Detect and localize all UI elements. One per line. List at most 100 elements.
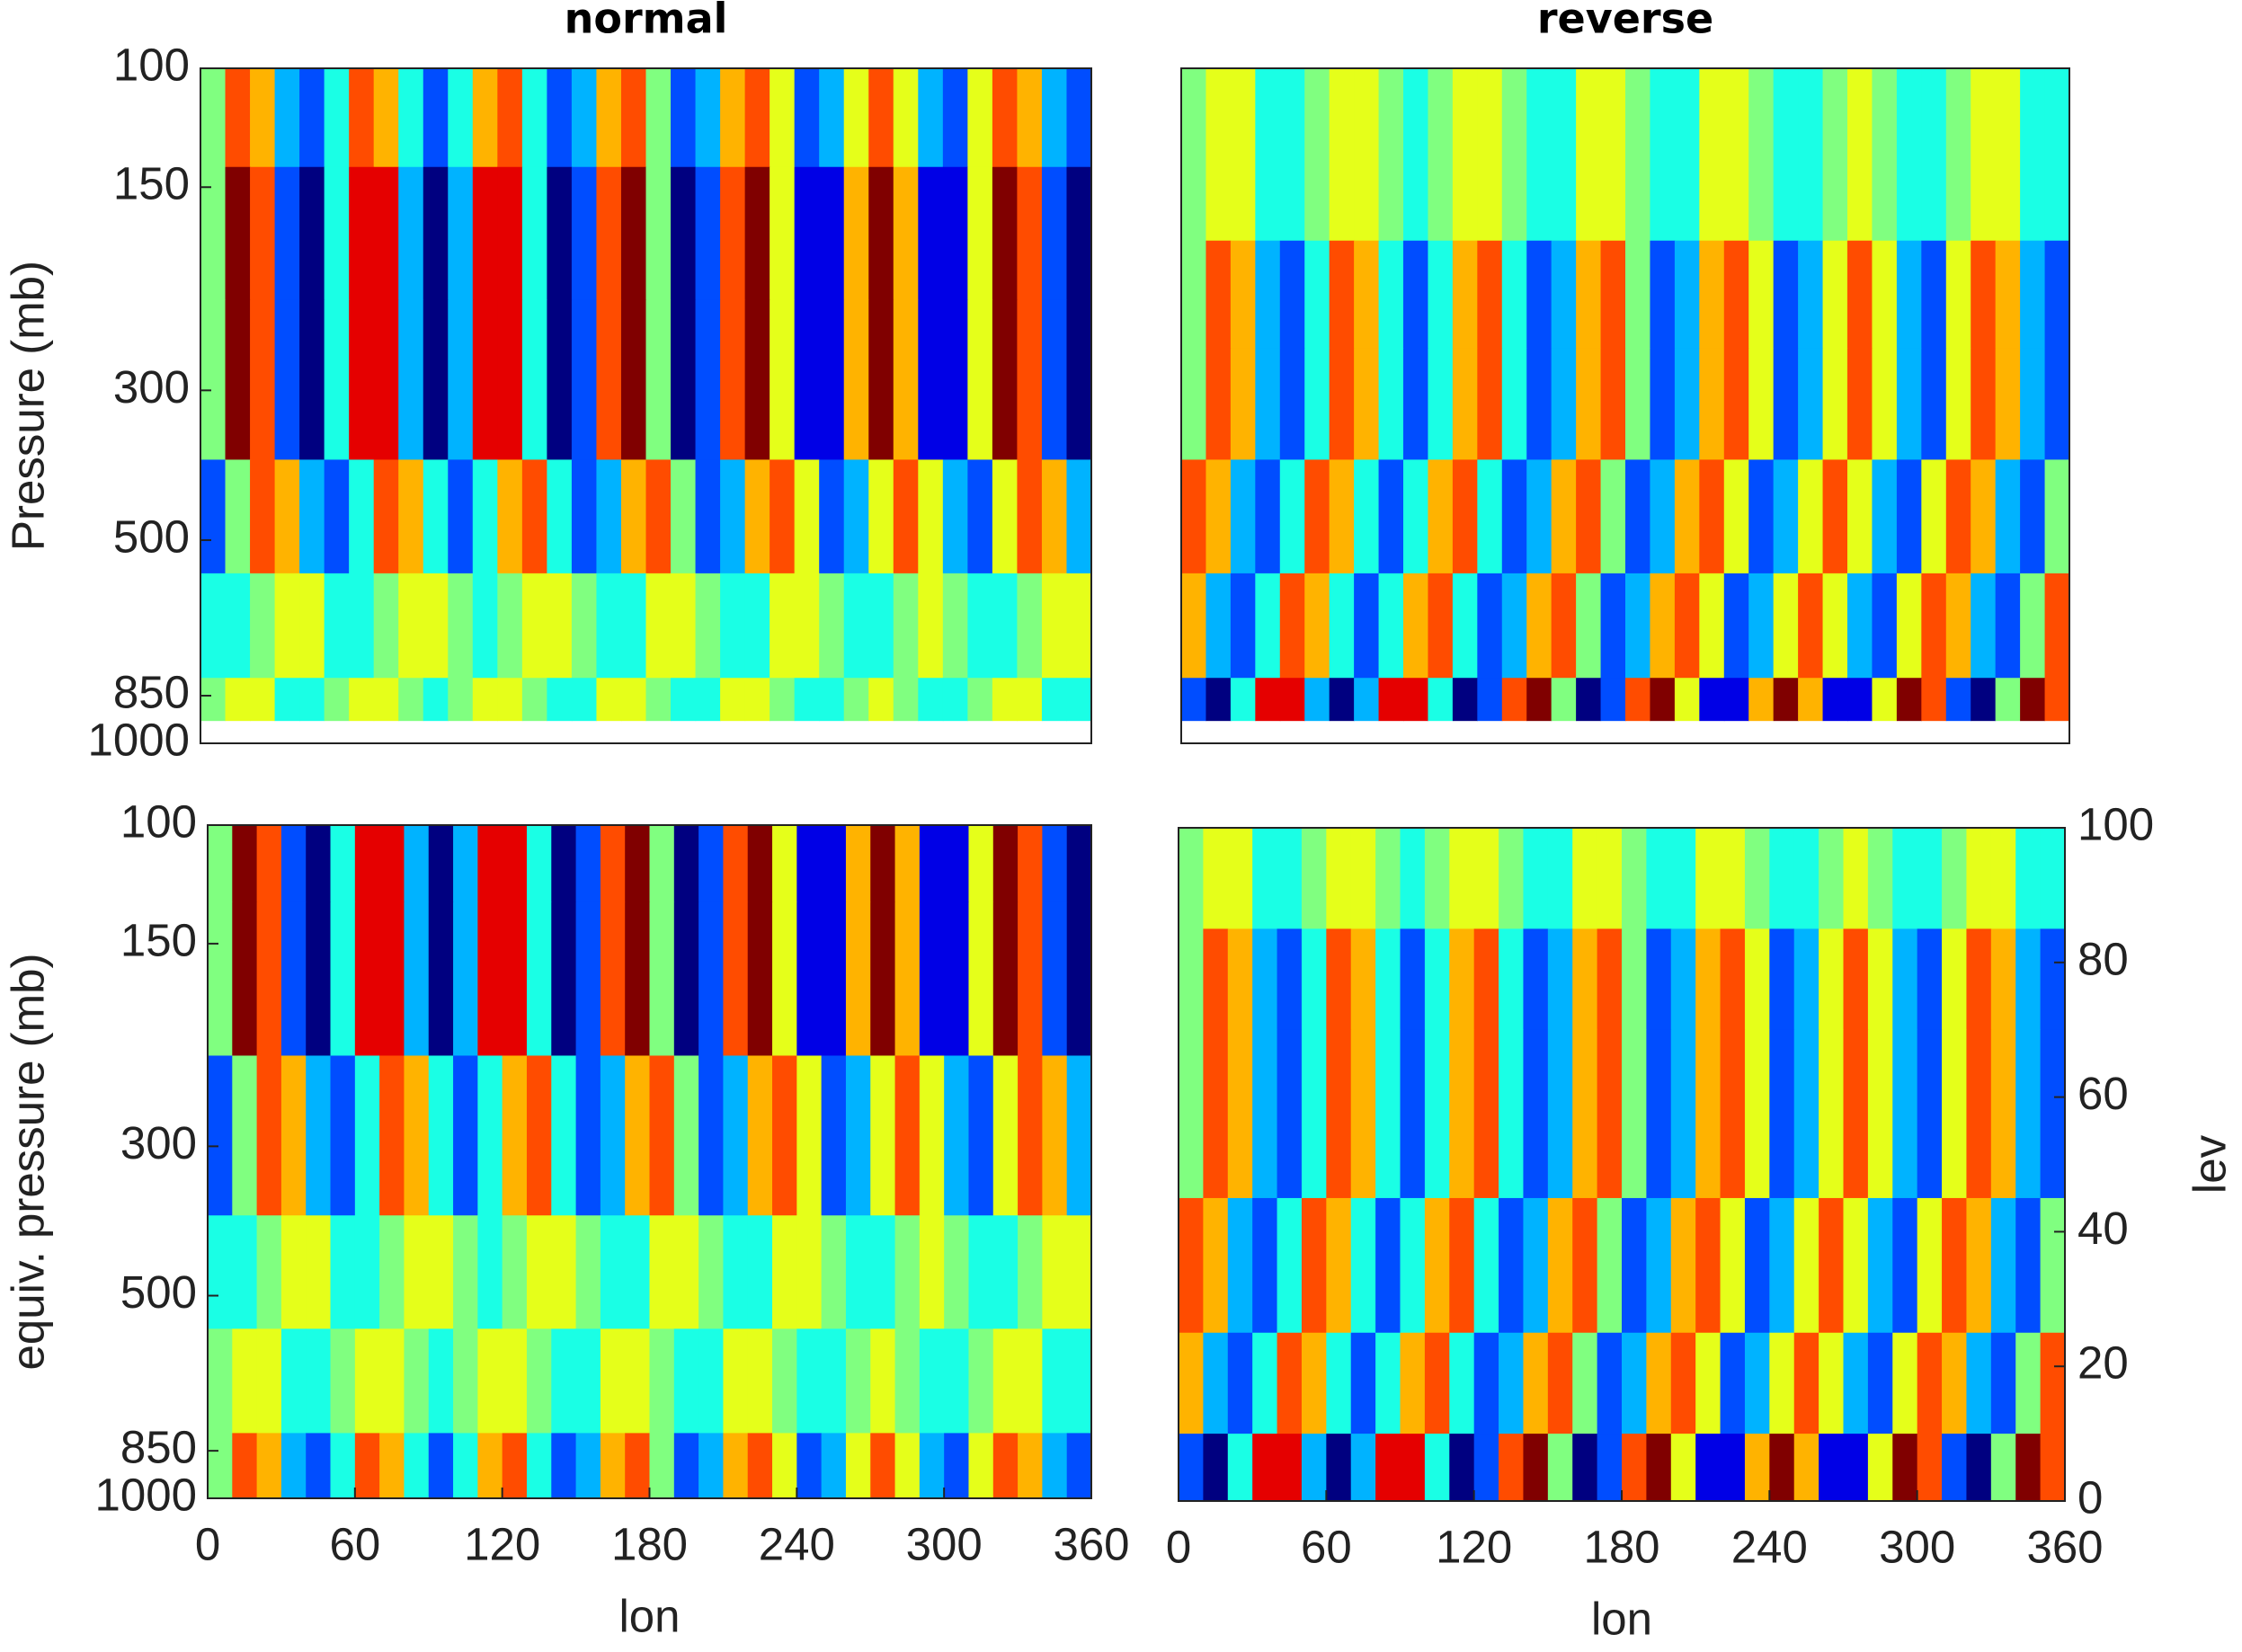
contour-cell [1018,1328,1043,1434]
contour-cell [744,166,770,300]
contour-cell [571,299,598,461]
contour-cell [1452,348,1478,461]
contour-cell [453,1433,478,1499]
contour-cell [942,573,968,679]
contour-cell [1966,928,1992,1031]
contour-cell [1378,348,1404,461]
contour-cell [250,678,276,722]
contour-cell [1354,348,1380,461]
contour-cell [1720,1029,1746,1199]
contour-cell [299,459,325,574]
contour-cell [919,1215,945,1329]
contour-cell [1674,348,1700,461]
contour-cell [453,825,478,902]
contour-cell [673,1055,699,1216]
contour-cell [1572,1434,1598,1502]
contour-cell [744,459,770,574]
contour-cell [600,1433,626,1499]
contour-cell [1769,828,1795,929]
contour-cell [1523,928,1549,1031]
contour-cell [620,68,647,168]
contour-cell [423,299,449,461]
contour-cell [208,1433,233,1499]
contour-cell [330,1215,356,1329]
contour-cell [695,678,721,722]
contour-cell [1301,928,1327,1031]
contour-cell [398,166,424,300]
contour-cell [1066,825,1092,902]
contour-cell [1452,240,1478,350]
contour-cell [819,299,845,461]
axes-frame [1180,67,2070,744]
contour-cell [1971,573,1997,679]
contour-cell [472,166,498,300]
contour-cell [620,299,647,461]
contour-cell [1744,1029,1770,1199]
x-axis-label: lon [618,1590,680,1641]
contour-cell [992,825,1019,902]
contour-cell [1995,678,2021,722]
contour-cell [868,459,894,574]
contour-cell [1400,1434,1426,1502]
x-tick-label: 0 [195,1518,220,1569]
contour-cell [1971,240,1997,350]
contour-cell [1576,68,1602,242]
y-tick-label: 1000 [95,1469,197,1520]
contour-cell [274,68,300,168]
contour-cell [942,68,968,168]
contour-cell [1354,240,1380,350]
contour-cell [1018,1433,1043,1499]
contour-cell [1041,299,1068,461]
contour-cell [1326,1434,1352,1502]
contour-cell [453,901,478,1057]
contour-cell [1255,240,1281,350]
contour-cell [968,1433,994,1499]
contour-cell [526,1215,552,1329]
contour-cell [1695,828,1722,929]
contour-cell [992,1215,1019,1329]
contour-cell [1699,240,1725,350]
contour-cell [1499,1029,1525,1199]
contour-cell [1424,1434,1450,1502]
contour-cell [324,678,350,722]
y-tick-label: 20 [2077,1337,2129,1389]
contour-cell [698,1215,725,1329]
contour-cell [744,68,770,168]
contour-cell [1277,1197,1303,1334]
contour-cell [992,1328,1019,1434]
contour-cell [1723,573,1749,679]
contour-cell [1301,1332,1327,1434]
contour-cell [596,299,622,461]
contour-cell [1428,573,1454,679]
contour-cell [1017,678,1043,722]
contour-cell [398,678,424,722]
contour-cell [1473,1197,1499,1334]
contour-cell [453,1328,478,1434]
contour-cell [1203,928,1229,1031]
contour-cell [1066,678,1092,722]
contour-cell [1769,1434,1795,1502]
contour-cell [1822,240,1848,350]
contour-cell [942,678,968,722]
contour-cell [649,1215,675,1329]
contour-cell [1847,573,1873,679]
contour-cell [1017,299,1043,461]
contour-cell [1424,1332,1450,1434]
contour-cell [1551,573,1577,679]
contour-cell [551,1433,577,1499]
contour-cell [1744,1197,1770,1334]
contour-cell [200,299,227,461]
contour-cell [1699,68,1725,242]
contour-cell [1424,928,1450,1031]
contour-cell [1576,240,1602,350]
contour-cell [1203,1029,1229,1199]
contour-cell [551,1328,577,1434]
contour-cell [1400,828,1426,929]
contour-cell [673,825,699,902]
contour-cell [1477,573,1503,679]
contour-cell [744,299,770,461]
contour-cell [472,459,498,574]
contour-cell [232,901,258,1057]
contour-cell [1350,1434,1376,1502]
contour-cell [649,825,675,902]
